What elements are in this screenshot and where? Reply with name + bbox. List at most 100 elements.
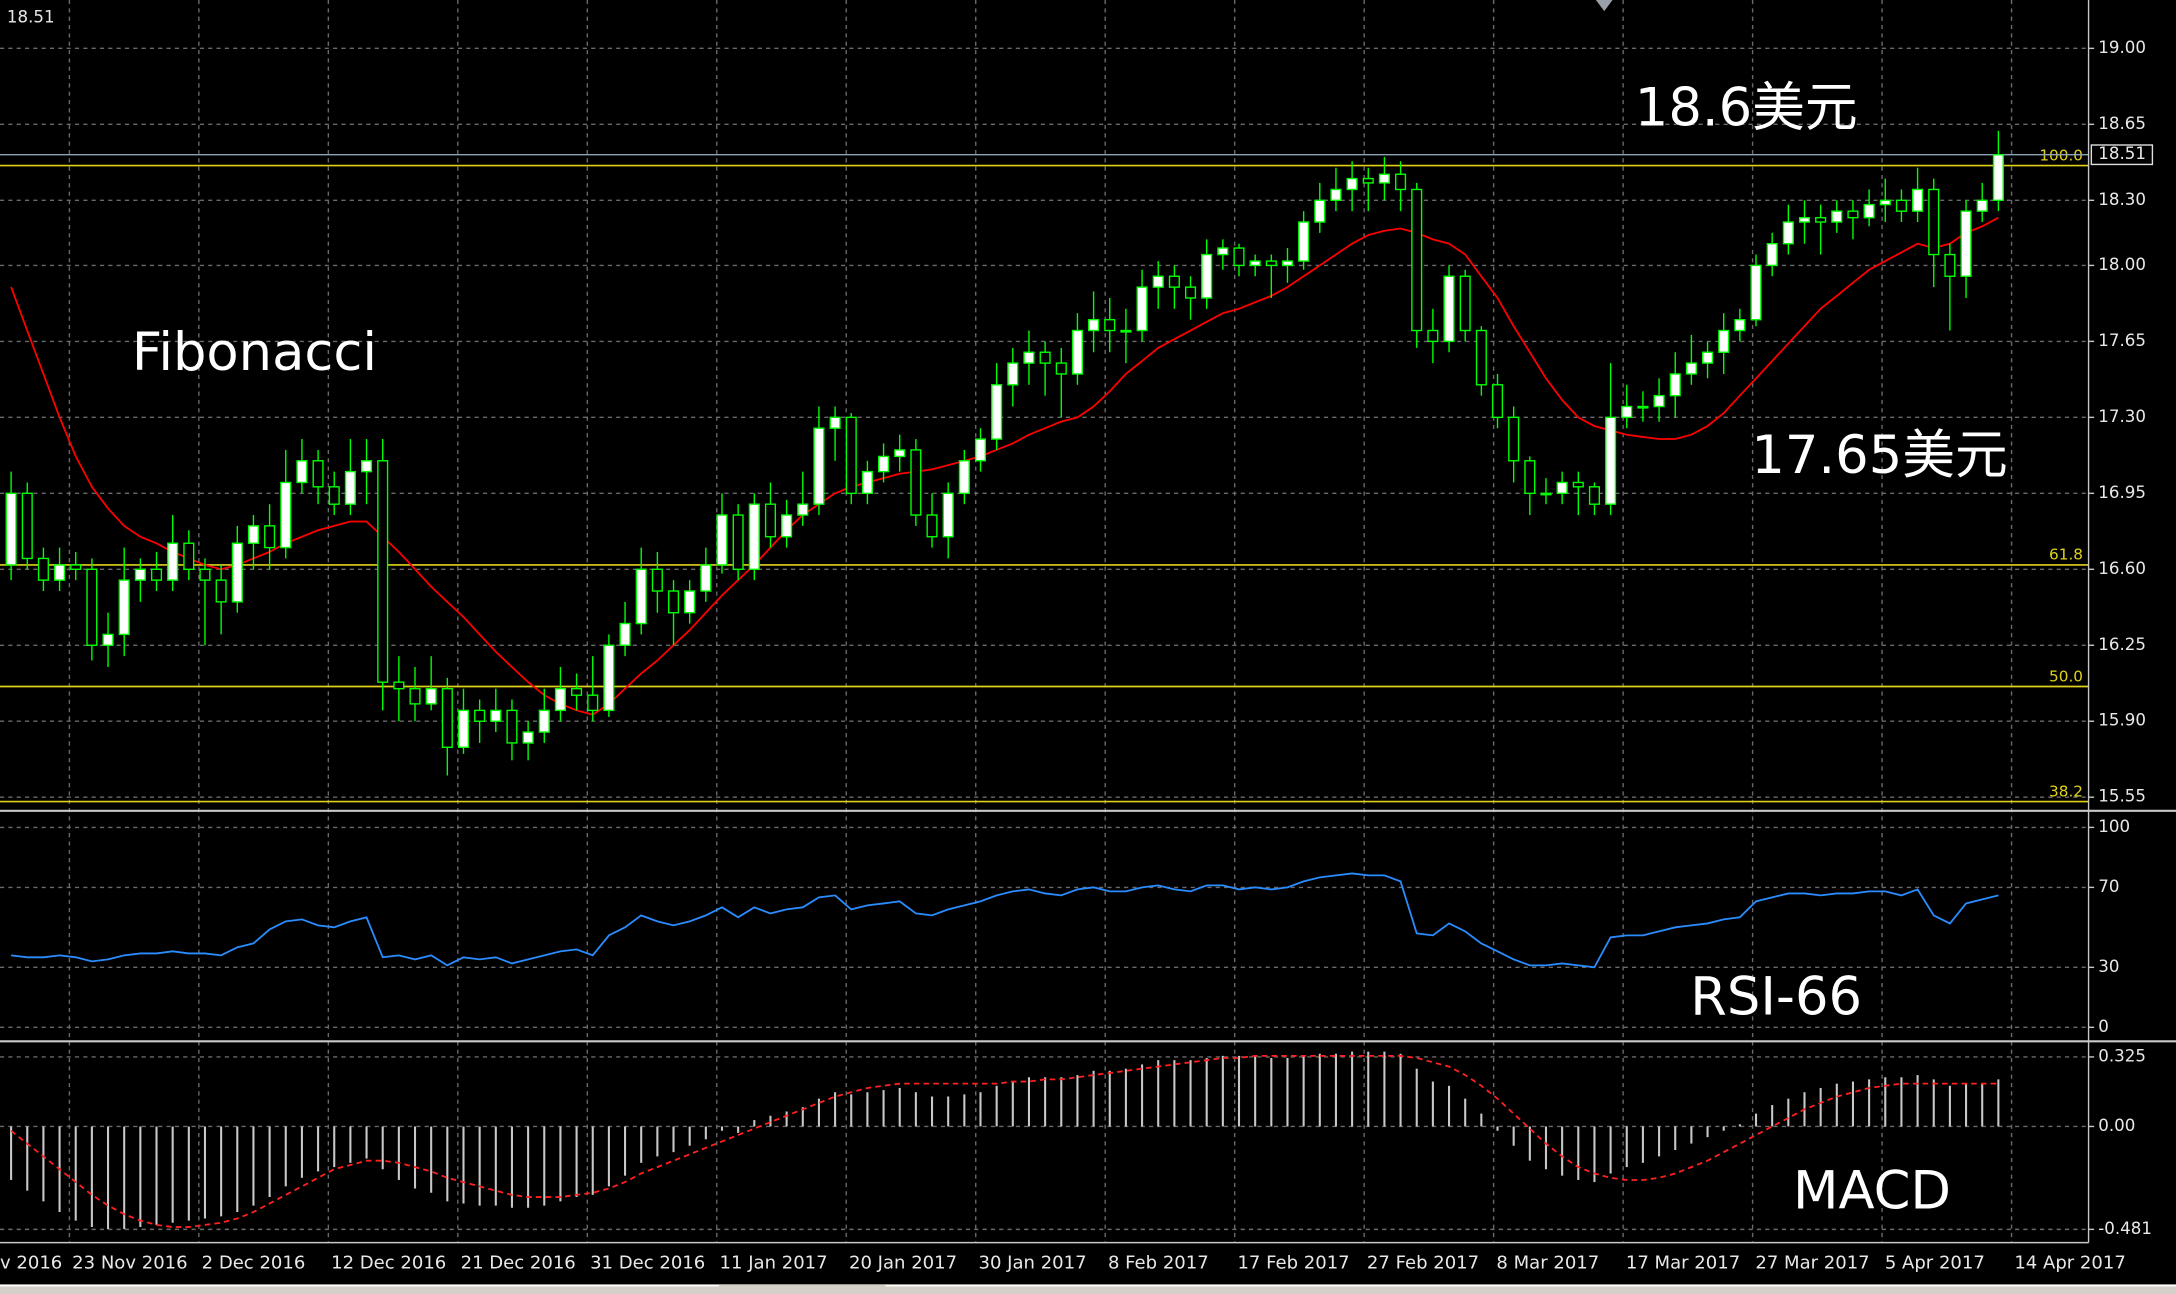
candle-body	[587, 694, 599, 712]
candle-body	[974, 438, 987, 462]
candle-body	[1378, 173, 1390, 184]
candle-body	[1556, 481, 1568, 495]
moving-average	[10, 216, 1999, 716]
candle-body	[635, 568, 647, 625]
candle-body	[1120, 329, 1132, 333]
candle-body	[37, 557, 49, 581]
candle-body	[134, 568, 146, 581]
candle-body	[1298, 221, 1310, 262]
candle-body	[393, 681, 405, 690]
candle-body	[1152, 275, 1164, 288]
candle-body	[1362, 177, 1374, 184]
candle-body	[425, 687, 437, 705]
candle-body	[1055, 362, 1067, 375]
x-tick-label: 5 Apr 2017	[1885, 1252, 1985, 1273]
candle-body	[21, 492, 33, 560]
rsi-line	[10, 872, 1999, 969]
shift-marker	[1595, 0, 1613, 12]
candle-body	[894, 449, 906, 458]
x-tick-label: 17 Feb 2017	[1237, 1252, 1349, 1273]
candle-body	[1685, 362, 1697, 375]
candle-body	[183, 542, 195, 570]
candle-body	[1249, 260, 1261, 267]
y-tick-label: 15.90	[2098, 711, 2146, 730]
candle-body	[1071, 329, 1083, 375]
candle-body	[1459, 275, 1471, 332]
annotation: 17.65美元	[1751, 425, 2007, 486]
y-tick-label: 18.30	[2098, 190, 2146, 209]
y-tick-label: -0.481	[2098, 1219, 2152, 1238]
candle-body	[457, 709, 470, 748]
candle-body	[926, 514, 938, 538]
x-tick-label: v 2016	[0, 1252, 62, 1273]
candle-body	[910, 449, 922, 516]
plot: 100.061.850.038.2	[0, 130, 2089, 1230]
status-bar	[0, 1284, 2176, 1294]
candle-body	[1815, 216, 1827, 223]
candle-body	[1540, 492, 1552, 496]
candle-body	[312, 460, 324, 488]
last-price-label: 18.51	[2098, 144, 2146, 163]
x-tick-label: 27 Feb 2017	[1367, 1252, 1479, 1273]
candle-body	[1718, 329, 1730, 353]
y-tick-label: 100	[2098, 817, 2130, 836]
candle-body	[845, 416, 857, 495]
candle-body	[603, 644, 615, 712]
x-tick-label: 8 Feb 2017	[1108, 1252, 1209, 1273]
last-price-box	[2090, 144, 2154, 166]
candle-body	[54, 564, 66, 581]
candle-body	[1491, 384, 1504, 419]
candle-body	[1847, 210, 1859, 219]
candle-body	[1265, 260, 1277, 267]
fib-label: 50.0	[2049, 667, 2083, 685]
y-tick-label: 17.30	[2098, 407, 2146, 426]
candle-body	[215, 579, 227, 603]
candle-body	[829, 416, 841, 429]
candle-body	[1184, 286, 1197, 299]
candle-body	[1233, 247, 1245, 267]
annotation: 18.6美元	[1635, 78, 1858, 139]
candle-body	[1443, 275, 1455, 343]
candle-body	[538, 709, 550, 733]
candle-body	[296, 460, 308, 484]
candle-body	[1330, 188, 1342, 201]
candle-body	[1217, 247, 1229, 256]
candle-body	[1346, 177, 1358, 191]
candle-body	[878, 455, 890, 473]
candle-body	[797, 503, 809, 516]
candle-body	[1039, 351, 1051, 364]
candle-body	[1912, 188, 1924, 212]
candle-body	[1621, 405, 1633, 419]
y-tick-label: 0	[2098, 1017, 2109, 1036]
candle-body	[1411, 188, 1423, 332]
candle-body	[1136, 286, 1148, 332]
price-readout: 18.51	[7, 8, 55, 27]
candle-body	[1992, 154, 2004, 201]
candle-body	[716, 514, 728, 566]
candle-body	[1572, 481, 1584, 488]
x-tick-label: 20 Jan 2017	[849, 1252, 957, 1273]
y-tick-label: 16.95	[2098, 483, 2146, 502]
y-tick-label: 17.65	[2098, 331, 2146, 350]
candle-body	[1508, 416, 1520, 462]
candle-body	[490, 709, 502, 722]
candle-body	[732, 514, 744, 570]
candle-body	[1879, 199, 1891, 206]
candle-body	[1701, 351, 1714, 364]
candle-body	[554, 687, 566, 712]
candle-body	[5, 492, 17, 566]
annotation: RSI-66	[1690, 966, 1862, 1027]
candle-body	[942, 492, 954, 538]
candle-body	[231, 542, 243, 603]
y-tick-label: 30	[2098, 957, 2119, 976]
candle-body	[1637, 405, 1649, 409]
candle-body	[1588, 486, 1601, 505]
candle-body	[1960, 210, 1972, 277]
x-tick-label: 14 Apr 2017	[2014, 1252, 2125, 1273]
candle-body	[651, 568, 663, 592]
candle-body	[102, 633, 114, 646]
candle-body	[1524, 460, 1536, 495]
annotation: MACD	[1793, 1161, 1951, 1222]
